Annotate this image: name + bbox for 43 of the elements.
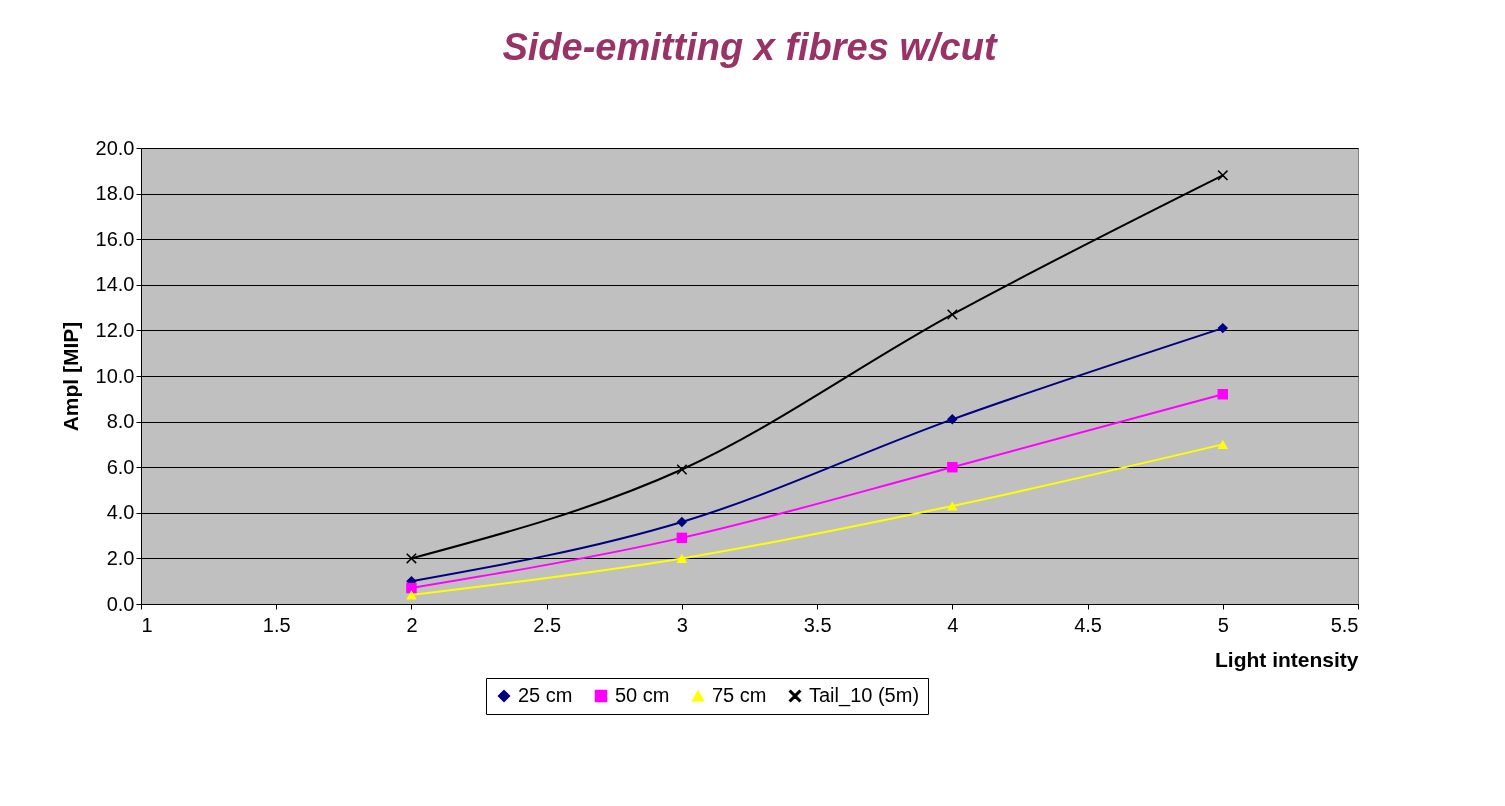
x-tick-label: 5 xyxy=(1217,613,1229,636)
x-axis-title: Light intensity xyxy=(1215,647,1359,671)
point xyxy=(406,582,417,594)
y-tick-label: 10.0 xyxy=(95,364,135,387)
y-tick-label: 12.0 xyxy=(95,318,135,341)
legend-label: 50 cm xyxy=(615,684,670,706)
point xyxy=(1217,389,1229,400)
y-tick-label: 20.0 xyxy=(95,136,135,159)
y-tick-label: 4.0 xyxy=(106,501,135,524)
y-tick-label: 8.0 xyxy=(106,410,135,433)
point xyxy=(1217,322,1229,334)
point xyxy=(406,590,417,600)
chart-title: Side-emitting x fibres w/cut xyxy=(502,26,998,68)
point xyxy=(1217,170,1229,181)
point xyxy=(676,516,688,528)
x-tick-label: 4.5 xyxy=(1074,613,1102,636)
point xyxy=(676,532,688,544)
y-tick-label: 16.0 xyxy=(95,227,135,250)
point xyxy=(676,553,688,563)
x-tick-label: 4 xyxy=(947,613,959,636)
point xyxy=(676,464,688,475)
x-tick-label: 3.5 xyxy=(803,613,832,636)
legend-label: 25 cm xyxy=(518,684,573,706)
point xyxy=(947,501,958,511)
point xyxy=(947,309,958,320)
y-tick-label: 0.0 xyxy=(106,592,135,615)
legend-label: 75 cm xyxy=(712,684,767,706)
x-tick-label: 3 xyxy=(676,613,688,636)
x-tick-label: 1 xyxy=(141,613,153,636)
y-tick-label: 14.0 xyxy=(95,273,135,296)
point xyxy=(947,461,958,473)
point xyxy=(1217,439,1229,449)
x-tick-label: 5.5 xyxy=(1330,613,1359,636)
x-tick-label: 2 xyxy=(406,613,418,636)
x-tick-label: 2.5 xyxy=(533,613,562,636)
legend-label: Tail_10 (5m) xyxy=(809,684,920,707)
y-tick-label: 6.0 xyxy=(106,455,135,478)
point xyxy=(406,553,417,564)
y-axis-title: Ampl [MIP] xyxy=(58,321,82,432)
x-tick-label: 1.5 xyxy=(262,613,291,636)
y-tick-label: 2.0 xyxy=(106,546,135,569)
point xyxy=(947,414,958,425)
y-tick-label: 18.0 xyxy=(95,182,135,205)
